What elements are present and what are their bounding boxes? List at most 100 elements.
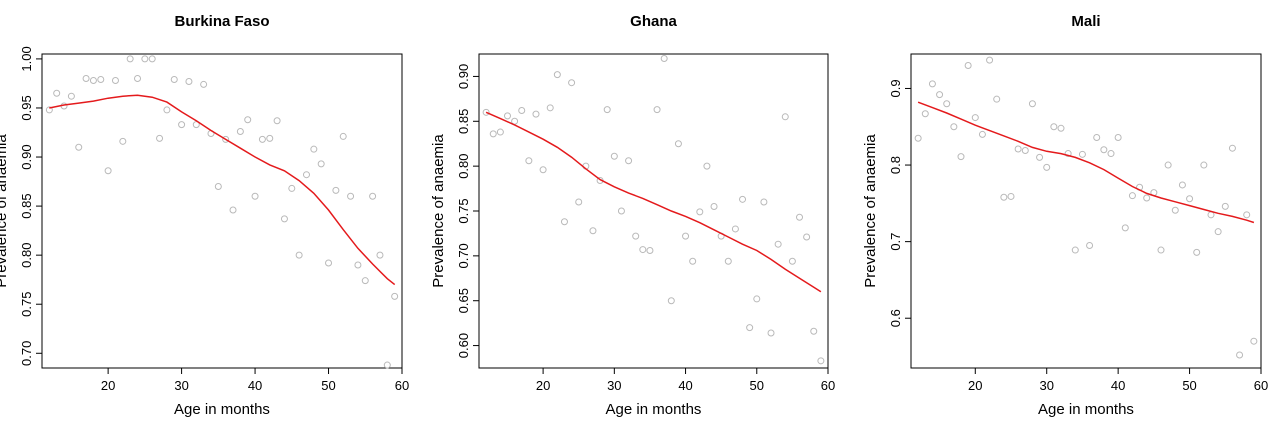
y-tick-label: 0.85 <box>456 109 471 134</box>
data-point <box>788 257 796 265</box>
x-tick-label: 30 <box>1039 378 1053 393</box>
data-point <box>928 80 936 88</box>
data-point <box>1078 150 1086 158</box>
data-point <box>273 117 281 125</box>
data-point <box>141 55 149 63</box>
data-point <box>192 121 200 129</box>
x-axis-label: Age in months <box>606 401 702 418</box>
data-point <box>1114 133 1122 141</box>
data-point <box>964 61 972 69</box>
data-point <box>560 218 568 226</box>
data-point <box>986 56 994 64</box>
smoothed-trend-line <box>49 94 396 286</box>
y-tick-label: 0.80 <box>456 153 471 178</box>
data-point <box>603 106 611 114</box>
data-point <box>339 132 347 140</box>
y-tick-label: 0.80 <box>19 243 34 268</box>
x-tick-label: 50 <box>1182 378 1196 393</box>
y-tick-label: 0.85 <box>19 193 34 218</box>
data-point <box>546 104 554 112</box>
chart-title: Ghana <box>630 13 677 30</box>
x-tick-label: 40 <box>1111 378 1125 393</box>
data-point <box>667 297 675 305</box>
data-point <box>639 246 647 254</box>
data-point <box>1086 241 1094 249</box>
data-point <box>1128 192 1136 200</box>
data-point <box>532 110 540 118</box>
data-point <box>354 261 362 269</box>
data-point <box>1043 163 1051 171</box>
x-tick-label: 20 <box>968 378 982 393</box>
data-point <box>251 192 259 200</box>
data-point <box>810 327 818 335</box>
data-point <box>660 54 668 62</box>
data-point <box>244 116 252 124</box>
data-point <box>1057 124 1065 132</box>
data-point <box>75 143 83 151</box>
data-point <box>803 233 811 241</box>
data-point <box>325 259 333 267</box>
data-point <box>553 71 561 79</box>
x-tick-label: 40 <box>678 378 692 393</box>
smoothed-trend-line <box>917 101 1255 224</box>
data-point <box>1186 195 1194 203</box>
data-point <box>760 198 768 206</box>
data-point <box>156 134 164 142</box>
data-point <box>632 232 640 240</box>
data-point <box>914 134 922 142</box>
data-point <box>1050 123 1058 131</box>
data-point <box>943 100 951 108</box>
data-point <box>170 76 178 84</box>
data-point <box>1157 246 1165 254</box>
data-point <box>1000 193 1008 201</box>
y-tick-label: 0.6 <box>888 309 903 327</box>
data-point <box>710 203 718 211</box>
data-point <box>391 292 399 300</box>
chart-mali: Mali 20 30 40 50 60 0.6 0.7 0.8 0.9 Age in months P… <box>862 13 1268 418</box>
data-point <box>978 130 986 138</box>
data-point <box>295 251 303 259</box>
y-axis-label: Prevalence of anaemia <box>862 134 879 288</box>
data-point <box>310 145 318 153</box>
data-point <box>82 75 90 83</box>
data-point <box>689 257 697 265</box>
y-tick-label: 0.70 <box>456 243 471 268</box>
data-point <box>1143 194 1151 202</box>
data-point <box>696 208 704 216</box>
data-point <box>774 240 782 248</box>
chart-ghana: Ghana 20 30 40 50 60 0.60 0.65 0.70 0.75 0.80 0.85 0… <box>430 13 835 418</box>
x-tick-label: 30 <box>607 378 621 393</box>
data-point <box>482 108 490 116</box>
data-point <box>724 257 732 265</box>
chart-panel-ghana: Ghana 20 30 40 50 60 0.60 0.65 0.70 0.75 0.80 0.85 0… <box>424 0 848 436</box>
data-point <box>67 92 75 100</box>
chart-panel-mali: Mali 20 30 40 50 60 0.6 0.7 0.8 0.9 Age in months P… <box>848 0 1270 436</box>
plot-frame <box>478 53 829 369</box>
data-point <box>222 135 230 143</box>
data-point <box>119 137 127 145</box>
y-tick-label: 0.90 <box>19 144 34 169</box>
chart-panel-burkina-faso: Burkina Faso 20 30 40 50 60 0.70 0.75 0.80 0.85 0.… <box>0 0 424 436</box>
data-point <box>746 324 754 332</box>
data-point <box>288 184 296 192</box>
data-point <box>682 232 690 240</box>
data-point <box>332 186 340 194</box>
data-point <box>126 55 134 63</box>
x-tick-label: 30 <box>174 378 188 393</box>
data-point <box>1121 224 1129 232</box>
data-point <box>589 227 597 235</box>
y-tick-label: 0.65 <box>456 288 471 313</box>
data-point <box>1007 192 1015 200</box>
data-point <box>575 198 583 206</box>
x-tick-label: 20 <box>536 378 550 393</box>
data-point <box>53 89 61 97</box>
data-point <box>134 75 142 83</box>
y-axis-label: Prevalence of anaemia <box>430 134 447 288</box>
data-point <box>280 215 288 223</box>
data-point <box>214 182 222 190</box>
data-point <box>957 153 965 161</box>
data-point <box>200 80 208 88</box>
data-point <box>347 192 355 200</box>
data-point <box>1107 150 1115 158</box>
data-point <box>568 79 576 87</box>
